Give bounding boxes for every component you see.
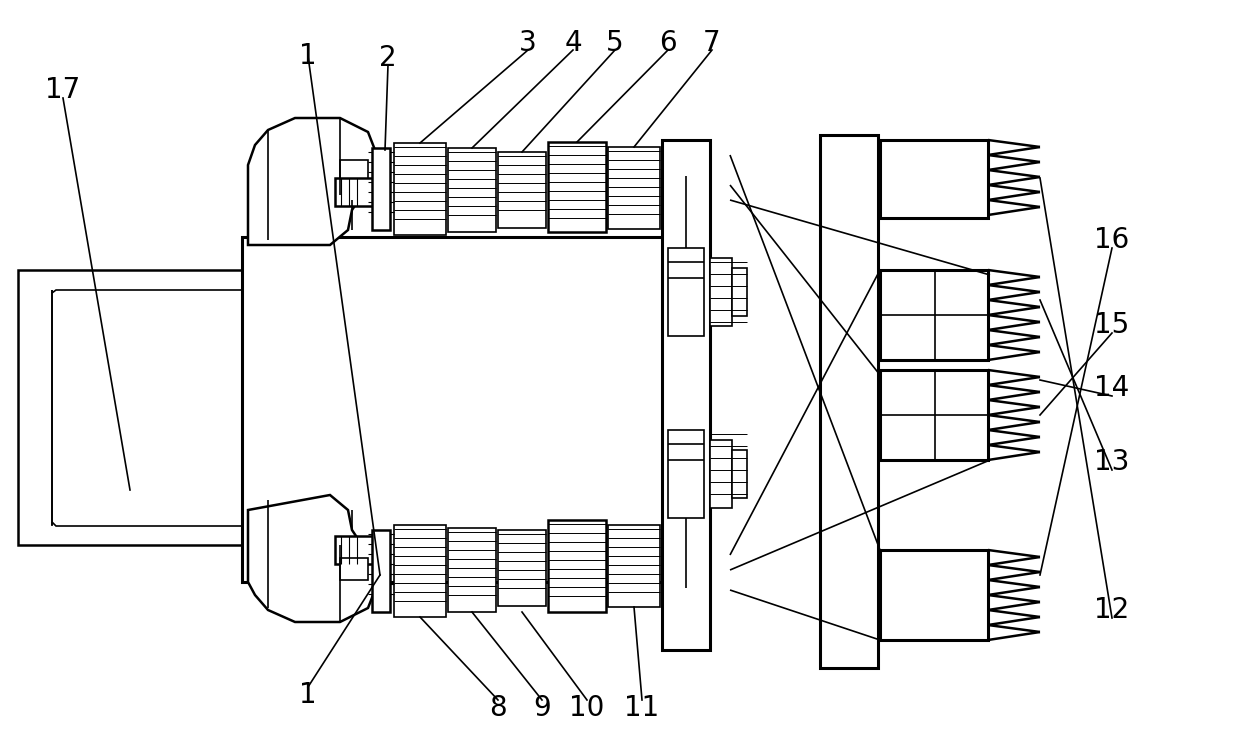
Bar <box>548 142 606 232</box>
Polygon shape <box>248 118 374 245</box>
Text: 10: 10 <box>569 694 605 722</box>
Text: 1: 1 <box>299 681 316 709</box>
Text: 4: 4 <box>564 29 582 57</box>
Text: 3: 3 <box>520 29 537 57</box>
Bar <box>448 148 496 232</box>
Bar <box>394 525 446 617</box>
Bar <box>340 558 368 580</box>
Text: 7: 7 <box>703 29 720 57</box>
Text: 14: 14 <box>1095 374 1130 402</box>
Text: 12: 12 <box>1095 596 1130 624</box>
Bar <box>498 530 546 606</box>
Bar <box>880 140 988 218</box>
Bar <box>608 147 660 229</box>
Polygon shape <box>248 495 374 622</box>
Text: 9: 9 <box>533 694 551 722</box>
Bar <box>668 430 704 518</box>
Bar <box>340 160 368 182</box>
Bar <box>448 528 496 612</box>
Bar <box>880 370 988 460</box>
Bar <box>548 520 606 612</box>
Bar <box>732 450 746 498</box>
Bar <box>732 268 746 316</box>
Text: 15: 15 <box>1095 311 1130 339</box>
Bar <box>242 237 683 582</box>
Text: 5: 5 <box>606 29 624 57</box>
Text: 17: 17 <box>46 76 81 104</box>
Bar <box>668 248 704 336</box>
Bar <box>335 536 373 564</box>
Text: 13: 13 <box>1095 448 1130 476</box>
Bar <box>335 178 373 206</box>
Bar <box>880 550 988 640</box>
Bar <box>711 440 732 508</box>
Bar <box>820 135 878 668</box>
Polygon shape <box>52 290 342 526</box>
Text: 8: 8 <box>490 694 507 722</box>
Bar <box>372 530 391 612</box>
Bar <box>880 270 988 360</box>
Text: 2: 2 <box>379 44 397 72</box>
Bar <box>19 270 243 545</box>
Bar <box>711 258 732 326</box>
Text: 16: 16 <box>1095 226 1130 254</box>
Bar <box>372 148 391 230</box>
Bar <box>394 143 446 235</box>
Bar <box>608 525 660 607</box>
Text: 6: 6 <box>660 29 677 57</box>
Text: 1: 1 <box>299 42 316 70</box>
Bar <box>498 152 546 228</box>
Bar <box>662 140 711 650</box>
Text: 11: 11 <box>625 694 660 722</box>
